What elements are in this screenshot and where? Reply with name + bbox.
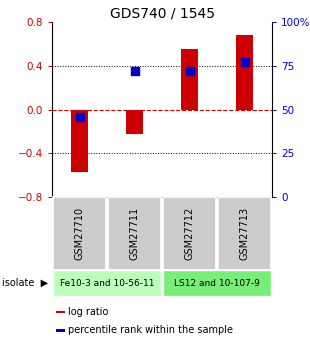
Text: LS12 and 10-107-9: LS12 and 10-107-9 (174, 278, 260, 287)
Bar (53, 197, 106, 270)
Point (132, 68, 137, 74)
Bar (218, 197, 271, 270)
Bar (108, 197, 161, 270)
Bar (163, 197, 216, 270)
Text: GSM27712: GSM27712 (184, 207, 194, 260)
Bar (181, 49, 198, 109)
Text: isolate  ▶: isolate ▶ (2, 278, 48, 288)
Bar (163, 270, 271, 296)
Text: GSM27710: GSM27710 (74, 207, 85, 260)
Text: Fe10-3 and 10-56-11: Fe10-3 and 10-56-11 (60, 278, 154, 287)
Bar (71, 109, 88, 172)
Point (187, 68, 192, 74)
Point (242, 59, 247, 65)
Text: percentile rank within the sample: percentile rank within the sample (68, 325, 233, 335)
Bar (56, 310, 65, 313)
Bar (56, 329, 65, 332)
Bar (126, 109, 143, 134)
Text: log ratio: log ratio (68, 307, 108, 317)
Text: GSM27711: GSM27711 (130, 207, 140, 260)
Text: GSM27713: GSM27713 (240, 207, 250, 260)
Point (77, 114, 82, 119)
Bar (53, 270, 161, 296)
Title: GDS740 / 1545: GDS740 / 1545 (109, 7, 215, 21)
Bar (236, 35, 253, 109)
